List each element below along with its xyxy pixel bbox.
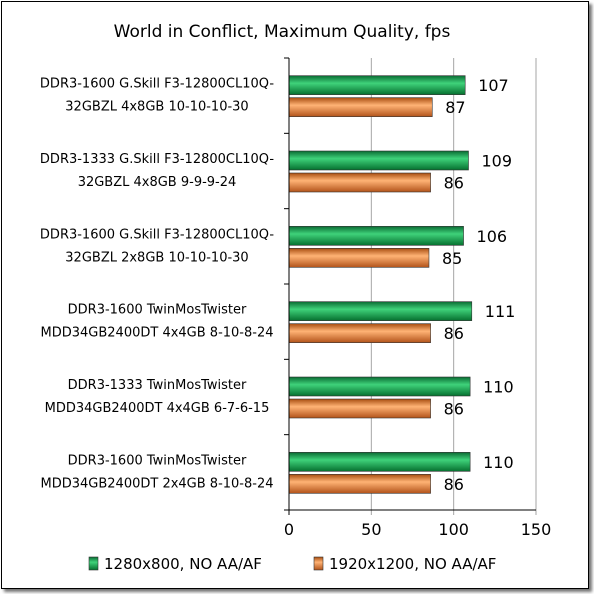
legend-label: 1280x800, NO AA/AF bbox=[104, 555, 262, 573]
category-label: DDR3-1600 G.Skill F3-12800CL10Q- bbox=[40, 227, 274, 242]
bar bbox=[288, 150, 469, 171]
category-label: DDR3-1600 TwinMosTwister bbox=[68, 453, 247, 468]
category-label: 32GBZL 4x8GB 9-9-9-24 bbox=[78, 175, 237, 190]
bar bbox=[288, 226, 464, 246]
x-tick-label: 50 bbox=[361, 520, 381, 539]
category-label: DDR3-1333 G.Skill F3-12800CL10Q- bbox=[40, 152, 274, 167]
data-label: 86 bbox=[444, 475, 464, 494]
bar bbox=[288, 248, 430, 268]
category-label: DDR3-1600 TwinMosTwister bbox=[68, 303, 247, 318]
bar bbox=[288, 452, 471, 472]
x-tick-label: 0 bbox=[284, 520, 294, 539]
bar bbox=[288, 376, 471, 397]
bar bbox=[288, 301, 473, 321]
bar bbox=[288, 75, 466, 95]
category-label: 32GBZL 2x8GB 10-10-10-30 bbox=[65, 250, 248, 265]
bar bbox=[288, 172, 431, 193]
bar bbox=[288, 474, 431, 494]
category-label: DDR3-1333 TwinMosTwister bbox=[68, 378, 247, 393]
data-label: 85 bbox=[442, 249, 462, 268]
data-label: 111 bbox=[485, 302, 516, 321]
category-label: DDR3-1600 G.Skill F3-12800CL10Q- bbox=[40, 77, 274, 92]
bar bbox=[288, 97, 433, 117]
category-label: MDD34GB2400DT 4x4GB 6-7-6-15 bbox=[45, 401, 270, 416]
bar bbox=[288, 323, 431, 343]
data-label: 110 bbox=[483, 453, 514, 472]
category-label: 32GBZL 4x8GB 10-10-10-30 bbox=[65, 100, 248, 115]
category-label: MDD34GB2400DT 4x4GB 8-10-8-24 bbox=[41, 326, 274, 341]
data-label: 86 bbox=[444, 400, 464, 419]
data-label: 110 bbox=[483, 378, 514, 397]
data-label: 86 bbox=[444, 324, 464, 343]
category-label: MDD34GB2400DT 2x4GB 8-10-8-24 bbox=[41, 476, 274, 491]
x-tick-label: 150 bbox=[521, 520, 552, 539]
data-label: 86 bbox=[444, 174, 464, 193]
legend-swatch bbox=[88, 556, 99, 571]
chart-title: World in Conflict, Maximum Quality, fps bbox=[114, 22, 451, 42]
bar bbox=[288, 398, 431, 419]
x-tick-label: 100 bbox=[438, 520, 469, 539]
data-label: 106 bbox=[477, 227, 508, 246]
data-label: 107 bbox=[478, 76, 509, 95]
legend-label: 1920x1200, NO AA/AF bbox=[329, 555, 496, 573]
data-label: 87 bbox=[445, 98, 465, 117]
legend-swatch bbox=[313, 556, 324, 571]
data-label: 109 bbox=[481, 152, 512, 171]
